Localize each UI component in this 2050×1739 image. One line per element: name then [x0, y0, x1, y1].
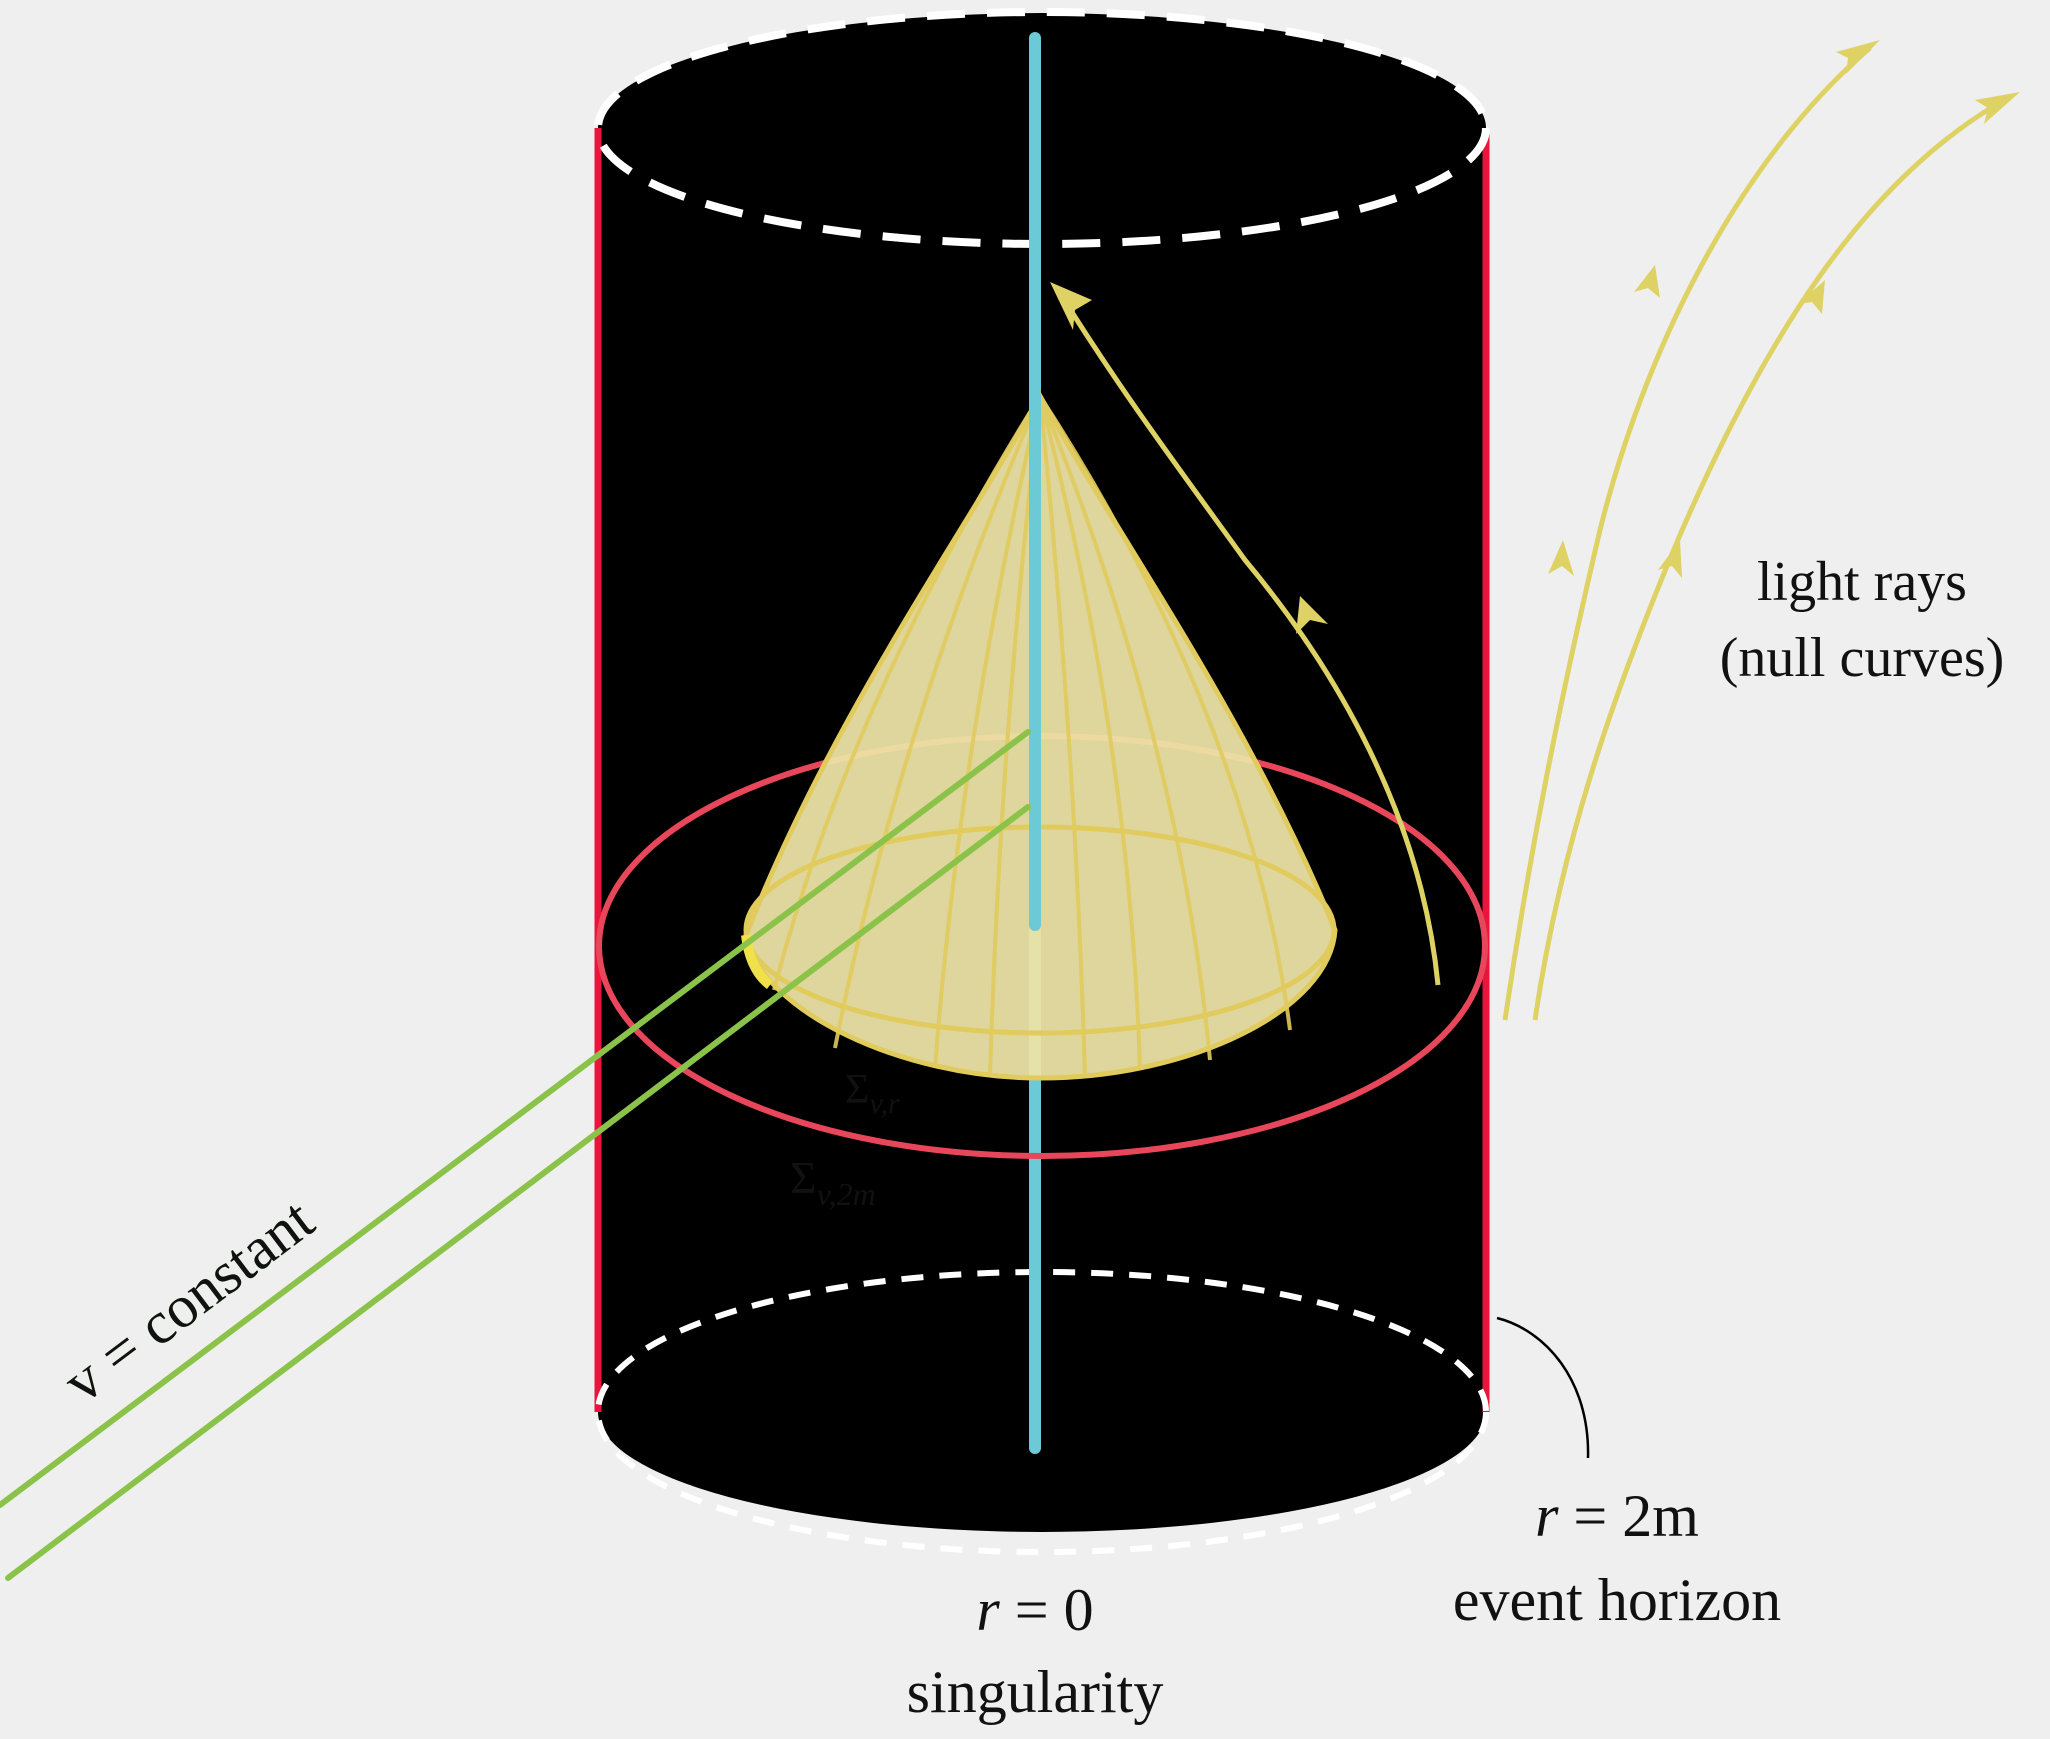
inner-light-ray-arrowhead — [1050, 282, 1092, 330]
ray-1-arrow-mid — [1634, 265, 1660, 298]
sigma-v2m-subscript: v,2m — [817, 1176, 876, 1212]
inner-light-ray — [1055, 288, 1441, 986]
horizon-equation: r = 2m — [1535, 1483, 1699, 1549]
horizon-equation-var: r — [1535, 1483, 1559, 1549]
event-horizon-label: event horizon — [1453, 1567, 1781, 1633]
cone-generator-lines — [772, 394, 1292, 1077]
sigma-vr-symbol: Σ — [845, 1067, 869, 1113]
horizon-equation-value: = 2m — [1558, 1483, 1699, 1549]
sigma-v2m-label: Σv,2m — [790, 1152, 876, 1212]
bottom-dashed-ellipse — [595, 1269, 1489, 1555]
ray-2-arrow-top — [1975, 92, 2020, 124]
null-curves-label: (null curves) — [1720, 627, 2005, 689]
inner-light-ray-mid-arrow — [1296, 596, 1328, 634]
v-constant-lines — [0, 729, 1031, 1581]
light-rays-label: light rays — [1757, 551, 1967, 613]
singularity-equation-var: r — [976, 1577, 1000, 1643]
ray-1-arrow-top — [1836, 40, 1880, 74]
top-dashed-ellipse — [594, 8, 1490, 248]
sigma-vr-subscript: v,r — [869, 1087, 900, 1120]
outside-light-ray-1 — [1502, 46, 1872, 1021]
singularity-label: singularity — [907, 1659, 1164, 1725]
singularity-equation-value: = 0 — [1000, 1577, 1094, 1643]
v-constant-label: v = constant — [51, 1186, 326, 1416]
singularity-equation: r = 0 — [976, 1577, 1093, 1643]
ray-2-arrow-low — [1658, 540, 1682, 578]
outside-light-rays — [1502, 46, 2010, 1021]
sigma-v2m-symbol: Σ — [790, 1152, 817, 1203]
ray-2-arrow-mid — [1798, 280, 1825, 314]
outside-light-ray-2 — [1532, 95, 2010, 1021]
ray-1-arrow-low — [1548, 540, 1574, 576]
sigma-vr-label: Σv,r — [845, 1067, 900, 1120]
v-constant-line-1 — [0, 729, 1031, 1508]
outside-light-ray-arrows — [1548, 40, 2020, 578]
horizon-pointer-line — [1496, 1316, 1590, 1459]
v-constant-line-2 — [5, 804, 1031, 1581]
